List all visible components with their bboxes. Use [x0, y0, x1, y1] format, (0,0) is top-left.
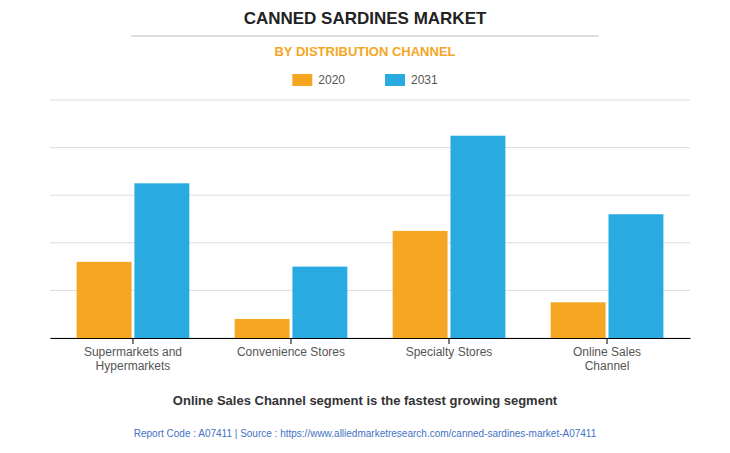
- x-tick: Online SalesChannel: [573, 338, 641, 373]
- bar: [393, 231, 448, 338]
- x-tick-mark: [290, 338, 291, 344]
- legend-label: 2031: [411, 73, 438, 87]
- grid-line: [50, 147, 690, 148]
- title: CANNED SARDINES MARKET: [244, 9, 487, 28]
- x-tick-label: Online SalesChannel: [573, 345, 641, 373]
- bars: [77, 136, 664, 338]
- x-tick-label: Supermarkets andHypermarkets: [84, 345, 182, 373]
- bar: [134, 183, 189, 338]
- bar: [235, 319, 290, 338]
- subtitle: BY DISTRIBUTION CHANNEL: [274, 44, 455, 59]
- bar: [450, 136, 505, 338]
- separator: [131, 36, 598, 37]
- legend-item: 2031: [385, 73, 438, 87]
- x-tick-mark: [132, 338, 133, 344]
- series: [134, 136, 663, 338]
- bar: [292, 267, 347, 338]
- legend: 2020 2031: [292, 73, 438, 87]
- bar: [608, 214, 663, 338]
- bar: [551, 302, 606, 338]
- x-tick-label: Convenience Stores: [237, 345, 345, 359]
- grid-line: [50, 100, 690, 101]
- grid: [50, 100, 690, 338]
- chart: CANNED SARDINES MARKET BY DISTRIBUTION CH…: [0, 0, 730, 453]
- legend-item: 2020: [292, 73, 345, 87]
- legend-swatch: [292, 74, 312, 86]
- x-tick-label: Specialty Stores: [406, 345, 493, 359]
- plot: Supermarkets andHypermarkets Convenience …: [50, 100, 691, 373]
- x-tick: Convenience Stores: [237, 338, 345, 359]
- x-tick: Specialty Stores: [406, 338, 493, 359]
- legend-swatch: [385, 74, 405, 86]
- x-axis: Supermarkets andHypermarkets Convenience …: [51, 338, 691, 373]
- x-tick-mark: [607, 338, 608, 344]
- x-tick-mark: [449, 338, 450, 344]
- x-tick: Supermarkets andHypermarkets: [84, 338, 182, 373]
- bar: [77, 262, 132, 338]
- x-axis-line: [51, 338, 691, 339]
- annotation: Report Code : A07411 | Source : https://…: [134, 428, 597, 439]
- annotation: Online Sales Channel segment is the fast…: [173, 393, 558, 408]
- legend-label: 2020: [318, 73, 345, 87]
